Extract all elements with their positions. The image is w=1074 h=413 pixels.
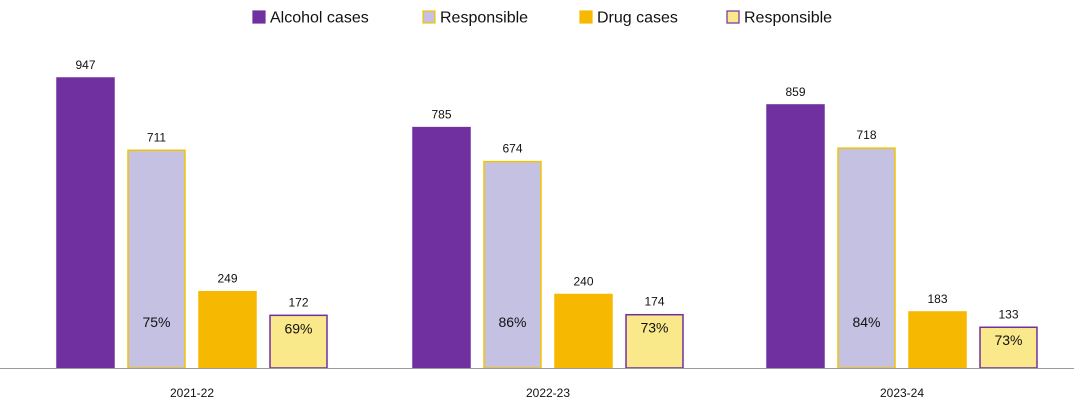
data-label-value: 859 [785,85,805,99]
x-tick-label: 2023-24 [880,386,924,400]
data-label-value: 133 [998,307,1018,321]
legend-swatch [726,10,740,24]
bar-drug-cases-3-2021-22 [198,290,257,369]
bar-responsible-4-2022-23 [625,313,684,369]
bar-responsible-4-2021-22 [269,314,328,369]
value-labels: 947 711 75% 249 172 69% 785 674 86% 240 174 73% 859 7… [75,58,1022,348]
legend-swatch [422,10,436,24]
bar-alcohol-cases-1-2021-22 [56,77,115,369]
data-label-value: 674 [502,142,522,156]
legend-item-responsible-2: Responsible [422,10,528,27]
bar-alcohol-cases-1-2023-24 [766,104,825,369]
bar-drug-cases-3-2022-23 [554,293,613,369]
legend-label: Alcohol cases [270,10,369,27]
data-label-value: 947 [75,58,95,72]
data-label-value: 240 [573,275,593,289]
legend-item-alcohol-cases-1: Alcohol cases [252,10,369,27]
data-label-percent: 84% [852,314,880,330]
legend-item-drug-cases-3: Drug cases [579,10,678,27]
data-label-percent: 73% [994,332,1022,348]
data-label-value: 183 [927,292,947,306]
data-label-value: 174 [644,295,664,309]
x-tick-label: 2021-22 [170,386,214,400]
bars [56,77,1038,369]
bar-drug-cases-3-2023-24 [908,311,967,369]
legend-label: Responsible [744,10,832,27]
legend-label: Responsible [440,10,528,27]
legend-label: Drug cases [597,10,678,27]
legend-swatch [579,10,593,24]
legend-item-responsible-4: Responsible [726,10,832,27]
data-label-value: 711 [147,130,166,144]
bar-responsible-2-2023-24 [837,147,896,369]
bar-responsible-2-2021-22 [127,149,186,369]
data-label-percent: 73% [640,320,668,336]
data-label-percent: 86% [498,314,526,330]
legend: Alcohol cases Responsible Drug cases Respon… [252,10,832,27]
legend-swatch [252,10,266,24]
bar-alcohol-cases-1-2022-23 [412,126,471,369]
x-tick-label: 2022-23 [526,386,570,400]
data-label-value: 172 [288,295,308,309]
data-label-value: 718 [856,128,876,142]
data-label-percent: 75% [142,314,170,330]
bar-responsible-2-2022-23 [483,160,542,369]
x-tick-labels: 2021-22 2022-23 2023-24 [170,386,924,400]
data-label-value: 785 [431,108,451,122]
data-label-percent: 69% [284,320,312,336]
data-label-value: 249 [217,272,237,286]
